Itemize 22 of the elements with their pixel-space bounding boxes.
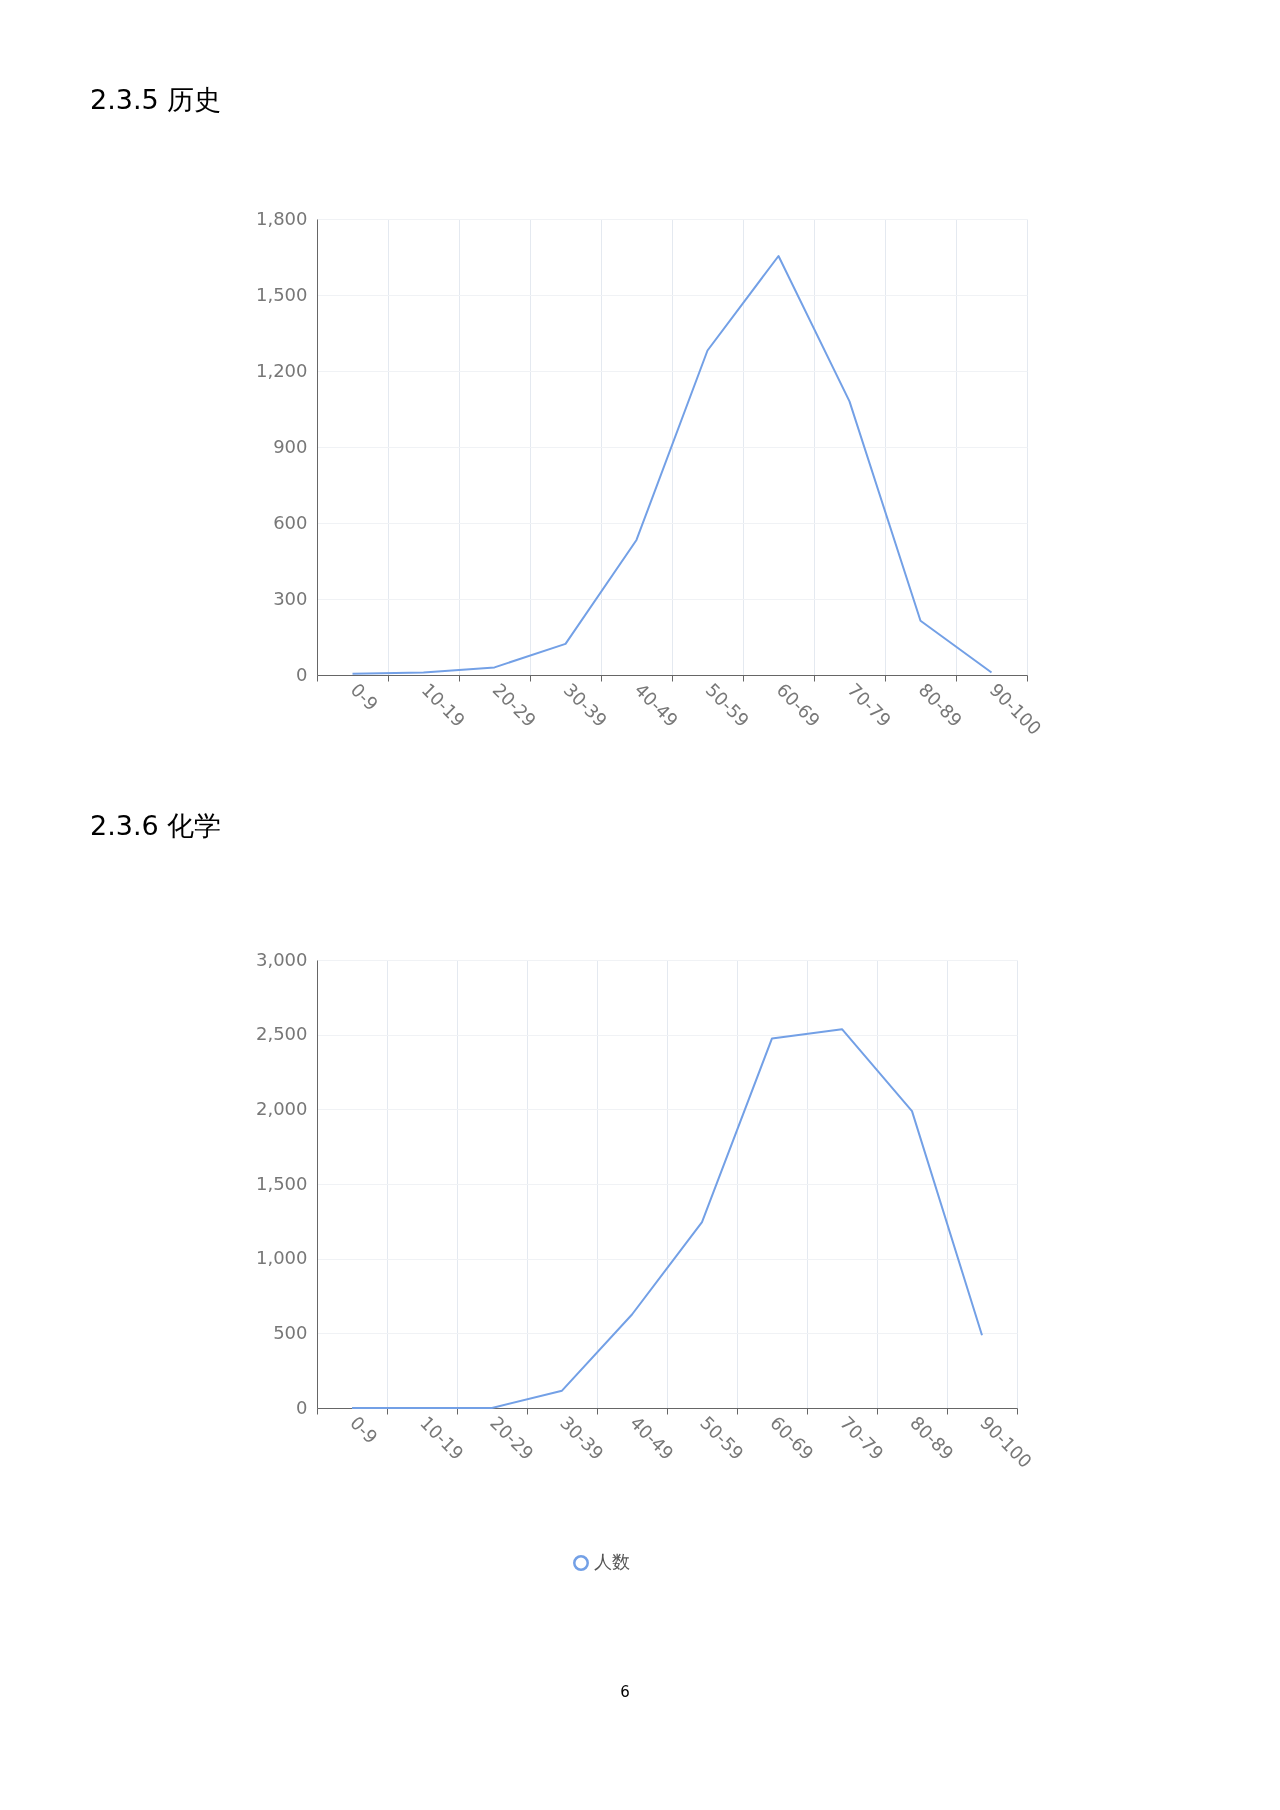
- y-tick-label: 3,000: [255, 948, 308, 970]
- y-tick-label: 1,800: [255, 207, 308, 229]
- x-tick-label: 0-9: [346, 1412, 382, 1448]
- legend-label: 人数: [594, 1551, 630, 1572]
- y-tick-label: 300: [273, 587, 308, 609]
- y-tick-label: 1,200: [255, 359, 308, 381]
- x-tick-label: 0-9: [346, 679, 383, 715]
- chart-title: 2.3.6 化学: [90, 810, 222, 841]
- y-tick-label: 1,500: [255, 1172, 308, 1194]
- y-tick-label: 2,000: [255, 1097, 308, 1119]
- y-tick-label: 0: [296, 1396, 308, 1418]
- y-tick-label: 1,500: [255, 283, 308, 305]
- y-tick-label: 2,500: [255, 1023, 308, 1045]
- y-tick-label: 600: [273, 511, 308, 533]
- y-tick-label: 1,000: [255, 1247, 308, 1269]
- y-tick-label: 0: [296, 663, 308, 685]
- y-tick-label: 500: [273, 1321, 308, 1343]
- chart-title: 2.3.5 历史: [90, 84, 222, 115]
- line-series: [351, 254, 993, 675]
- y-tick-label: 900: [273, 435, 308, 457]
- text: 6: [620, 1683, 630, 1701]
- line-series: [351, 1028, 983, 1409]
